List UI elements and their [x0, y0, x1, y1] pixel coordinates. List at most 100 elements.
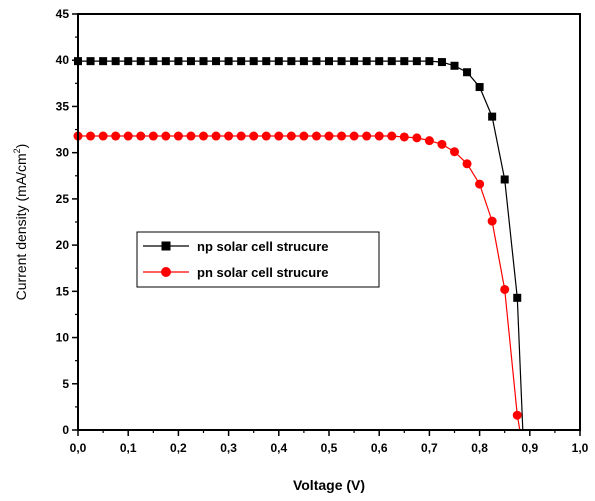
data-point-marker [475, 83, 484, 92]
x-tick-label: 0,1 [120, 441, 137, 455]
data-point-marker [98, 131, 108, 141]
data-point-marker [462, 159, 472, 169]
data-point-marker [299, 131, 309, 141]
data-point-marker [148, 131, 158, 141]
data-point-marker [186, 57, 195, 66]
data-point-marker [375, 57, 384, 66]
x-tick-label: 0,7 [421, 441, 438, 455]
data-point-marker [199, 57, 208, 66]
data-point-marker [387, 57, 396, 66]
x-axis-title: Voltage (V) [293, 477, 365, 493]
data-point-marker [488, 112, 497, 121]
data-point-marker [224, 131, 234, 141]
legend-item: pn solar cell strucure [143, 265, 329, 280]
data-point-marker [400, 57, 409, 66]
data-point-marker [374, 131, 384, 141]
y-tick-label: 0 [62, 423, 69, 437]
x-tick-label: 0,9 [521, 441, 538, 455]
data-point-marker [350, 57, 359, 66]
y-tick-label: 30 [56, 146, 70, 160]
data-point-marker [287, 57, 296, 66]
data-point-marker [325, 57, 333, 66]
legend-label: np solar cell strucure [197, 239, 329, 254]
data-point-marker [111, 131, 121, 141]
data-point-marker [463, 68, 472, 77]
data-point-marker [312, 57, 321, 66]
data-point-marker [212, 57, 221, 66]
data-point-marker [450, 147, 459, 157]
data-point-marker [387, 131, 397, 141]
plot-marks [73, 57, 524, 431]
data-point-marker [437, 139, 447, 149]
x-tick-label: 0,0 [70, 441, 87, 455]
series-2 [73, 131, 522, 431]
x-tick-label: 0,8 [471, 441, 488, 455]
data-point-marker [349, 131, 359, 141]
data-point-marker [412, 57, 421, 66]
data-point-marker [362, 131, 372, 141]
data-point-marker [261, 131, 271, 141]
y-tick-label: 40 [56, 53, 70, 67]
data-point-marker [437, 58, 446, 67]
data-point-marker [224, 57, 233, 66]
data-point-marker [123, 131, 133, 141]
y-tick-label: 10 [56, 331, 70, 345]
data-point-marker [362, 57, 371, 66]
y-tick-label: 25 [56, 192, 70, 206]
legend-items: np solar cell strucure pn solar cell stru… [143, 239, 329, 280]
data-point-marker [399, 132, 409, 142]
data-point-marker [237, 57, 246, 66]
y-axis-title: Current density (mA/cm2) [12, 144, 29, 301]
data-point-marker [500, 175, 509, 184]
data-point-marker [424, 136, 434, 146]
data-point-marker [149, 57, 158, 66]
y-tick-label: 35 [56, 99, 70, 113]
data-point-marker [161, 57, 170, 66]
y-axis-title-main: Current density (mA/cm [13, 153, 29, 300]
data-point-marker [274, 57, 283, 66]
data-point-marker [199, 131, 208, 141]
data-point-marker [512, 410, 522, 420]
legend-label: pn solar cell strucure [197, 265, 329, 280]
x-tick-label: 0,3 [220, 441, 237, 455]
data-point-marker [186, 131, 196, 141]
data-point-marker [299, 57, 308, 66]
data-point-marker [425, 57, 434, 66]
data-point-marker [249, 57, 258, 66]
x-axis-ticks: 0,0 0,1 0,2 0,3 0,4 0,5 0,6 0,7 0,8 0,9 1,0 [70, 430, 589, 455]
x-tick-label: 1,0 [572, 441, 589, 455]
series-1 [74, 57, 524, 431]
y-axis-title-superscript: 2 [12, 148, 22, 153]
data-point-marker [211, 131, 221, 141]
data-point-marker [111, 57, 120, 66]
data-point-marker [249, 131, 259, 141]
data-point-marker [124, 57, 133, 66]
y-axis-title-close: ) [13, 144, 29, 149]
data-point-marker [136, 57, 145, 66]
data-point-marker [337, 131, 347, 141]
y-tick-label: 20 [56, 238, 70, 252]
data-point-marker [274, 131, 284, 141]
data-point-marker [513, 293, 522, 302]
data-point-marker [173, 131, 183, 141]
y-tick-label: 45 [56, 7, 70, 21]
data-point-marker [311, 131, 321, 141]
legend: np solar cell strucure pn solar cell stru… [136, 231, 380, 288]
data-point-marker [487, 216, 497, 226]
y-tick-label: 15 [56, 284, 70, 298]
data-point-marker [136, 131, 146, 141]
x-tick-label: 0,4 [270, 441, 287, 455]
x-tick-label: 0,5 [321, 441, 338, 455]
legend-item: np solar cell strucure [143, 239, 329, 254]
plot-area-frame [77, 13, 581, 431]
data-point-marker [236, 131, 246, 141]
data-point-marker [262, 57, 271, 66]
legend-marker [161, 241, 171, 251]
data-point-marker [450, 61, 459, 70]
x-tick-label: 0,6 [371, 441, 388, 455]
data-point-marker [500, 284, 510, 294]
legend-marker [161, 267, 171, 277]
data-point-marker [324, 131, 334, 141]
data-point-marker [99, 57, 108, 66]
